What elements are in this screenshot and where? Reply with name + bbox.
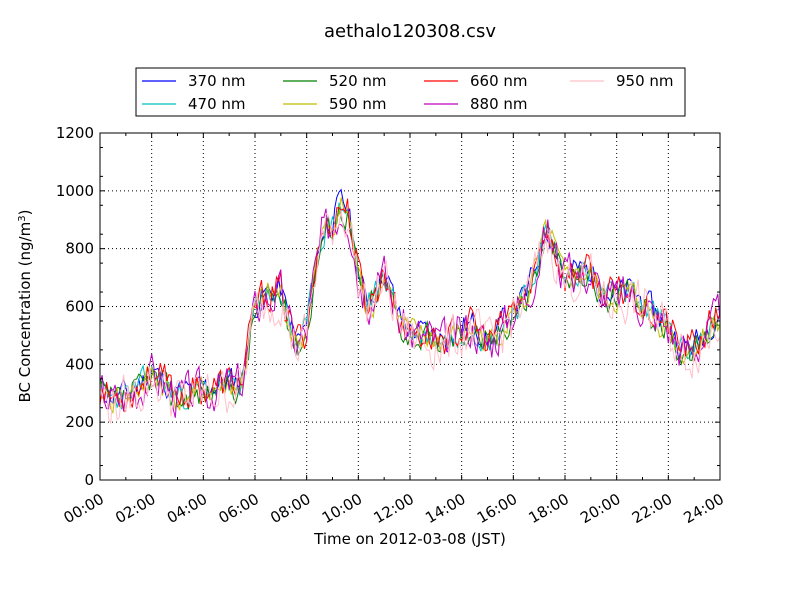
y-axis-label-end: ) <box>16 210 34 216</box>
x-tick-label: 02:00 <box>112 490 158 527</box>
y-tick-label: 1000 <box>56 182 94 200</box>
y-tick-label: 1200 <box>56 124 94 142</box>
x-tick-label: 00:00 <box>61 490 107 527</box>
chart-title: aethalo120308.csv <box>324 21 496 42</box>
x-tick-label: 04:00 <box>164 490 210 527</box>
x-tick-label: 22:00 <box>629 490 675 527</box>
x-tick-label: 12:00 <box>371 490 417 527</box>
x-tick-label: 24:00 <box>681 490 727 527</box>
grid <box>100 133 720 480</box>
series-line <box>99 197 721 415</box>
axis-ticks: 00:00 02:00 04:00 06:00 08:00 10:00 12:00 14:00… <box>56 124 727 527</box>
y-tick-label: 0 <box>84 471 94 489</box>
y-axis-label-superscript: 3 <box>17 215 28 221</box>
x-tick-label: 16:00 <box>474 490 520 527</box>
legend: 370 nm 470 nm 520 nm 590 nm 660 nm 880 nm 950 … <box>135 67 686 117</box>
y-axis-label: BC Concentration (ng/m3) <box>16 210 34 403</box>
x-axis-label: Time on 2012-03-08 (JST) <box>313 530 506 548</box>
series-line <box>99 198 721 412</box>
x-tick-label: 08:00 <box>267 490 313 527</box>
legend-label: 880 nm <box>470 95 528 113</box>
legend-label: 470 nm <box>188 95 246 113</box>
legend-label: 590 nm <box>329 95 387 113</box>
y-tick-label: 200 <box>65 413 94 431</box>
legend-box <box>135 67 686 117</box>
legend-label: 370 nm <box>188 72 246 90</box>
y-tick-label: 400 <box>65 355 94 373</box>
series-line <box>99 208 721 418</box>
series-line <box>99 210 721 424</box>
x-tick-label: 20:00 <box>577 490 623 527</box>
x-tick-label: 18:00 <box>526 490 572 527</box>
legend-label: 660 nm <box>470 72 528 90</box>
x-tick-label: 14:00 <box>422 490 468 527</box>
x-tick-label: 06:00 <box>216 490 262 527</box>
x-tick-label: 10:00 <box>319 490 365 527</box>
series-lines <box>99 188 721 424</box>
y-axis-label-main: BC Concentration (ng/m <box>16 222 34 403</box>
y-tick-label: 800 <box>65 240 94 258</box>
legend-label: 950 nm <box>616 72 674 90</box>
legend-label: 520 nm <box>329 72 387 90</box>
y-tick-label: 600 <box>65 298 94 316</box>
